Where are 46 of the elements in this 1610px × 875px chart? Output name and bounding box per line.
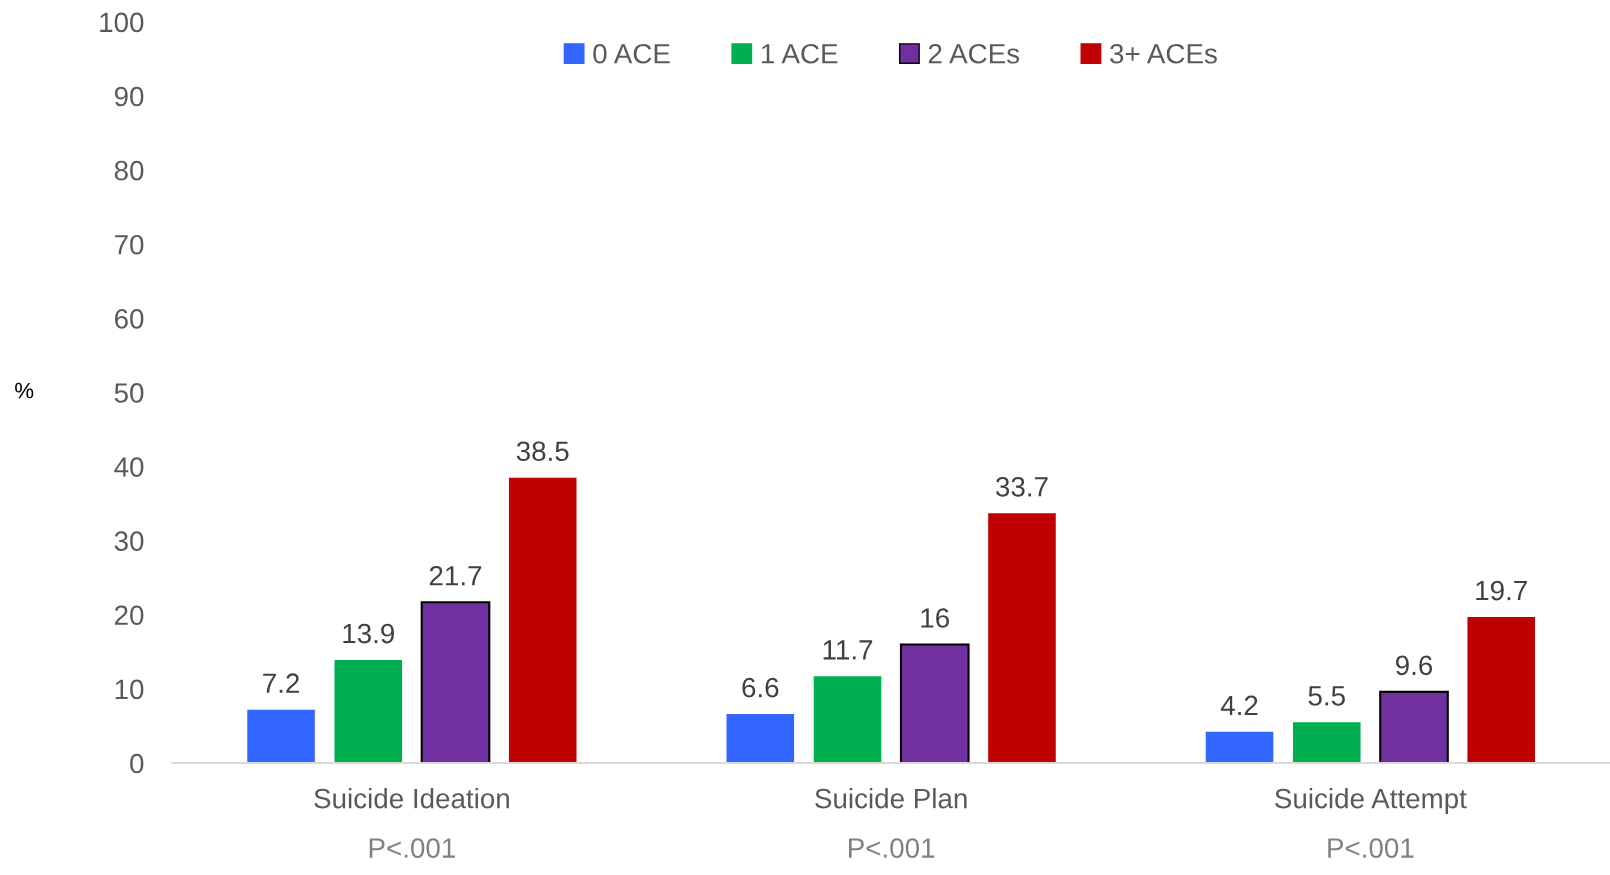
- bar: [1205, 731, 1274, 763]
- y-tick-label: 10: [115, 679, 144, 700]
- bar: [988, 513, 1056, 763]
- data-label: 5.5: [1308, 686, 1345, 706]
- bar: [813, 676, 882, 763]
- x-tick-label: Suicide Ideation: [314, 788, 509, 809]
- legend-label: 2 ACEs: [928, 43, 1020, 64]
- bar: [1292, 722, 1361, 763]
- data-label: 38.5: [516, 441, 569, 462]
- data-label: 21.7: [429, 565, 482, 586]
- data-label: 7.2: [263, 673, 299, 693]
- bar: [334, 659, 403, 763]
- data-label: 11.7: [823, 640, 873, 660]
- bar: [899, 643, 970, 763]
- y-tick-label: 0: [130, 753, 144, 774]
- y-tick-label: 100: [100, 12, 144, 33]
- legend-label: 3+ ACEs: [1110, 43, 1217, 64]
- data-label: 6.6: [742, 677, 779, 698]
- bar: [247, 709, 315, 763]
- y-tick-label: 40: [114, 457, 144, 477]
- y-tick-label: 80: [114, 160, 144, 181]
- legend-label: 1 ACE: [761, 43, 838, 64]
- data-label: 19.7: [1476, 580, 1527, 601]
- data-label: 13.9: [343, 623, 394, 644]
- y-axis-title: %: [15, 382, 34, 399]
- data-label: 33.7: [996, 476, 1048, 497]
- bar: [726, 714, 795, 763]
- text: P<.001: [1328, 838, 1414, 858]
- y-tick-label: 70: [115, 234, 144, 255]
- y-tick-label: 90: [114, 86, 144, 107]
- data-label: 4.2: [1220, 695, 1258, 715]
- y-tick-label: 20: [115, 605, 144, 626]
- legend-label: 0 ACE: [593, 43, 670, 64]
- x-tick-label: Suicide Attempt: [1275, 788, 1467, 814]
- y-tick-label: 60: [115, 308, 144, 329]
- text: P<.001: [369, 838, 455, 858]
- y-tick-label: 50: [114, 383, 144, 403]
- bar: [420, 601, 491, 763]
- bar: [1379, 690, 1449, 763]
- bar: [1467, 617, 1535, 763]
- data-label: 16: [921, 608, 949, 628]
- bar: [508, 477, 577, 763]
- data-label: 9.6: [1395, 655, 1433, 676]
- text: P<.001: [849, 838, 935, 858]
- x-tick-label: Suicide Plan: [815, 788, 967, 809]
- y-tick-label: 30: [114, 531, 144, 551]
